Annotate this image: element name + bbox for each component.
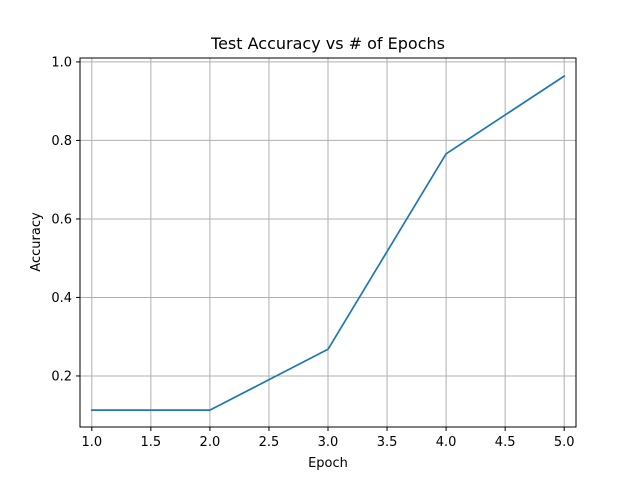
x-tick-label: 1.0: [81, 435, 102, 450]
x-tick-label: 2.5: [259, 435, 280, 450]
grid: [80, 58, 576, 427]
y-tick-label: 1.0: [51, 55, 72, 70]
series-line: [90, 74, 566, 411]
x-tick-label: 3.0: [318, 435, 339, 450]
y-axis: 0.2 0.4 0.6 0.8 1.0: [51, 55, 80, 384]
chart-title: Test Accuracy vs # of Epochs: [210, 34, 445, 53]
x-tick-label: 4.0: [436, 435, 457, 450]
x-tick-label: 4.5: [495, 435, 516, 450]
y-axis-label: Accuracy: [29, 212, 44, 272]
y-tick-label: 0.4: [51, 291, 72, 306]
y-tick-label: 0.2: [51, 369, 72, 384]
y-tick-label: 0.6: [51, 212, 72, 227]
x-tick-label: 1.5: [141, 435, 162, 450]
x-tick-label: 5.0: [554, 435, 575, 450]
y-tick-label: 0.8: [51, 134, 72, 149]
x-axis-label: Epoch: [308, 456, 348, 471]
x-tick-label: 3.5: [377, 435, 398, 450]
x-axis: 1.0 1.5 2.0 2.5 3.0 3.5 4.0 4.5 5.0: [81, 427, 575, 450]
x-tick-label: 2.0: [200, 435, 221, 450]
series-layer: [90, 74, 566, 411]
